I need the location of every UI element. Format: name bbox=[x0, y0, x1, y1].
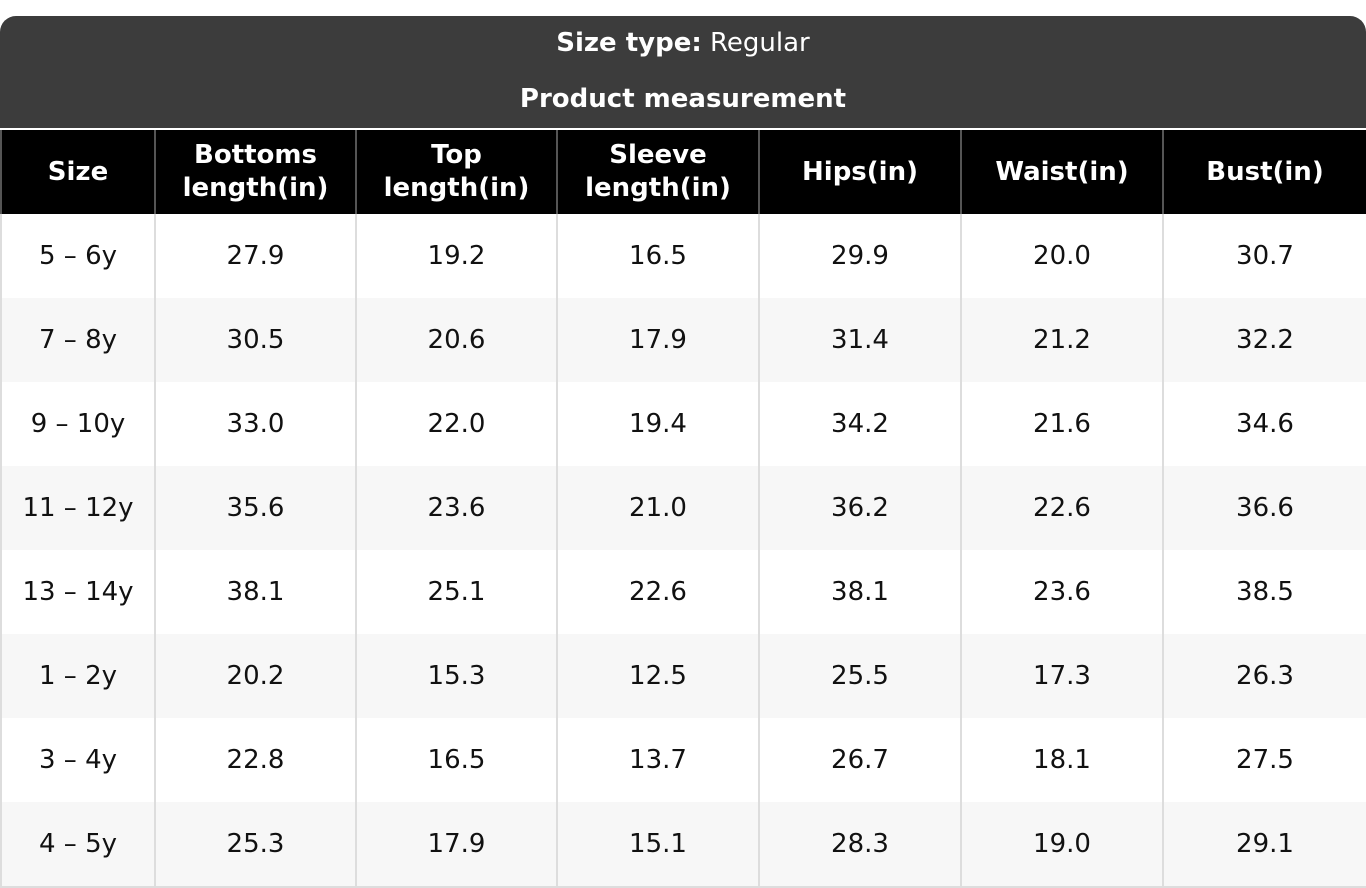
size-cell: 4 – 5y bbox=[0, 802, 156, 888]
measurement-cell: 27.5 bbox=[1162, 718, 1366, 802]
measurement-cell: 38.1 bbox=[154, 550, 357, 634]
size-cell: 13 – 14y bbox=[0, 550, 156, 634]
size-cell: 11 – 12y bbox=[0, 466, 156, 550]
measurement-cell: 28.3 bbox=[758, 802, 962, 888]
column-header: Hips(in) bbox=[758, 130, 962, 214]
measurement-cell: 25.1 bbox=[355, 550, 558, 634]
chart-header: Size type: Regular Product measurement bbox=[0, 16, 1366, 128]
table-body: 5 – 6y 27.9 19.2 16.5 29.9 20.0 30.7 7 – 8y 30.5… bbox=[0, 214, 1366, 888]
measurement-cell: 23.6 bbox=[355, 466, 558, 550]
measurement-cell: 26.7 bbox=[758, 718, 962, 802]
measurement-cell: 20.6 bbox=[355, 298, 558, 382]
subtitle: Product measurement bbox=[519, 84, 847, 114]
table-row: 3 – 4y 22.8 16.5 13.7 26.7 18.1 27.5 bbox=[0, 718, 1366, 802]
measurement-cell: 19.4 bbox=[556, 382, 760, 466]
measurement-cell: 20.2 bbox=[154, 634, 357, 718]
measurement-cell: 18.1 bbox=[960, 718, 1164, 802]
measurement-cell: 35.6 bbox=[154, 466, 357, 550]
measurement-cell: 33.0 bbox=[154, 382, 357, 466]
measurement-cell: 36.6 bbox=[1162, 466, 1366, 550]
measurement-cell: 34.2 bbox=[758, 382, 962, 466]
column-header: Bust(in) bbox=[1162, 130, 1366, 214]
size-cell: 9 – 10y bbox=[0, 382, 156, 466]
measurement-cell: 17.9 bbox=[556, 298, 760, 382]
size-cell: 3 – 4y bbox=[0, 718, 156, 802]
measurement-cell: 27.9 bbox=[154, 214, 357, 298]
measurement-cell: 12.5 bbox=[556, 634, 760, 718]
measurement-cell: 34.6 bbox=[1162, 382, 1366, 466]
measurement-cell: 29.1 bbox=[1162, 802, 1366, 888]
measurement-cell: 30.5 bbox=[154, 298, 357, 382]
size-chart: Size type: Regular Product measurement S… bbox=[0, 16, 1366, 888]
size-type-value: Regular bbox=[710, 28, 810, 58]
measurement-cell: 31.4 bbox=[758, 298, 962, 382]
measurement-cell: 19.2 bbox=[355, 214, 558, 298]
measurement-cell: 13.7 bbox=[556, 718, 760, 802]
size-cell: 7 – 8y bbox=[0, 298, 156, 382]
measurement-cell: 16.5 bbox=[556, 214, 760, 298]
measurement-cell: 17.3 bbox=[960, 634, 1164, 718]
table-row: 11 – 12y 35.6 23.6 21.0 36.2 22.6 36.6 bbox=[0, 466, 1366, 550]
measurement-cell: 25.3 bbox=[154, 802, 357, 888]
column-header: Bottoms length(in) bbox=[154, 130, 357, 214]
measurement-cell: 22.8 bbox=[154, 718, 357, 802]
table-row: 9 – 10y 33.0 22.0 19.4 34.2 21.6 34.6 bbox=[0, 382, 1366, 466]
measurement-cell: 22.6 bbox=[960, 466, 1164, 550]
measurement-cell: 22.0 bbox=[355, 382, 558, 466]
column-header: Waist(in) bbox=[960, 130, 1164, 214]
size-type-label: Size type: bbox=[556, 28, 702, 58]
measurement-cell: 29.9 bbox=[758, 214, 962, 298]
measurement-cell: 21.0 bbox=[556, 466, 760, 550]
measurement-cell: 36.2 bbox=[758, 466, 962, 550]
measurement-cell: 38.5 bbox=[1162, 550, 1366, 634]
measurement-cell: 30.7 bbox=[1162, 214, 1366, 298]
size-type-line: Size type: Regular bbox=[0, 26, 1366, 60]
header-row: Size Bottoms length(in) Top length(in) Slee… bbox=[0, 130, 1366, 214]
measurement-table: Size Bottoms length(in) Top length(in) Slee… bbox=[0, 130, 1366, 888]
measurement-cell: 32.2 bbox=[1162, 298, 1366, 382]
measurement-cell: 21.6 bbox=[960, 382, 1164, 466]
table-row: 7 – 8y 30.5 20.6 17.9 31.4 21.2 32.2 bbox=[0, 298, 1366, 382]
measurement-cell: 20.0 bbox=[960, 214, 1164, 298]
measurement-cell: 15.3 bbox=[355, 634, 558, 718]
table-row: 4 – 5y 25.3 17.9 15.1 28.3 19.0 29.1 bbox=[0, 802, 1366, 888]
measurement-cell: 23.6 bbox=[960, 550, 1164, 634]
measurement-cell: 26.3 bbox=[1162, 634, 1366, 718]
measurement-cell: 22.6 bbox=[556, 550, 760, 634]
size-cell: 1 – 2y bbox=[0, 634, 156, 718]
size-cell: 5 – 6y bbox=[0, 214, 156, 298]
measurement-cell: 21.2 bbox=[960, 298, 1164, 382]
column-header: Sleeve length(in) bbox=[556, 130, 760, 214]
measurement-cell: 38.1 bbox=[758, 550, 962, 634]
table-row: 5 – 6y 27.9 19.2 16.5 29.9 20.0 30.7 bbox=[0, 214, 1366, 298]
column-header: Top length(in) bbox=[355, 130, 558, 214]
measurement-cell: 15.1 bbox=[556, 802, 760, 888]
measurement-cell: 17.9 bbox=[355, 802, 558, 888]
table-head: Size Bottoms length(in) Top length(in) Slee… bbox=[0, 130, 1366, 214]
measurement-cell: 19.0 bbox=[960, 802, 1164, 888]
measurement-cell: 16.5 bbox=[355, 718, 558, 802]
column-header: Size bbox=[0, 130, 156, 214]
table-row: 1 – 2y 20.2 15.3 12.5 25.5 17.3 26.3 bbox=[0, 634, 1366, 718]
measurement-cell: 25.5 bbox=[758, 634, 962, 718]
table-row: 13 – 14y 38.1 25.1 22.6 38.1 23.6 38.5 bbox=[0, 550, 1366, 634]
